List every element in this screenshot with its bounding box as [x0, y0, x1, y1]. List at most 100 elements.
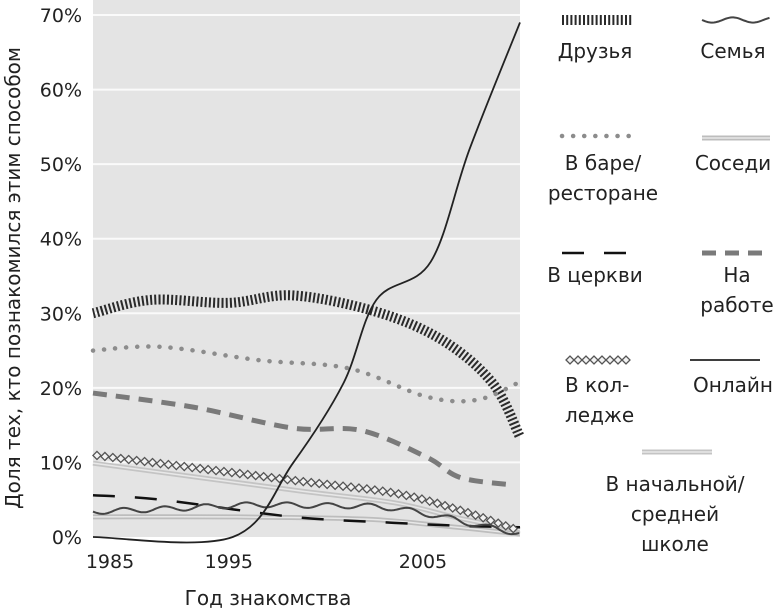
series-0 [91, 290, 525, 440]
legend-label: Друзья [557, 39, 633, 63]
legend-label: работе [700, 293, 774, 317]
diamond-marker [589, 355, 599, 365]
legend-label: В баре/ [564, 151, 642, 175]
legend-item: Онлайн [693, 370, 773, 400]
diamond-marker [171, 460, 182, 471]
diamond-marker [385, 487, 396, 498]
diamond-marker [361, 484, 372, 494]
diamond-marker [493, 518, 504, 529]
diamond-marker [565, 355, 575, 365]
legend-sample [565, 355, 631, 365]
series-line [92, 22, 521, 544]
series-line [92, 450, 519, 534]
x-axis-ticks: 1985 1995 2005 [86, 551, 447, 573]
diamond-marker [440, 500, 450, 511]
series-line-inner [92, 515, 521, 535]
diamond-marker [139, 456, 150, 467]
legend-label: Онлайн [693, 373, 773, 397]
legend-item: В начальной/средней школе [605, 469, 744, 559]
diamond-marker [500, 520, 511, 531]
diamond-marker [478, 512, 489, 523]
diamond-marker [155, 458, 166, 469]
legend-label: ледже [565, 403, 635, 427]
x-axis-label: Год знакомства [185, 586, 352, 610]
diamond-marker [447, 503, 458, 513]
y-tick-label: 20% [40, 378, 82, 400]
legend-item: На работе [700, 260, 773, 320]
y-tick-label: 60% [40, 80, 82, 102]
series-line [91, 290, 525, 440]
legend-item: Соседи [695, 148, 771, 178]
series-6 [92, 450, 519, 534]
legend-label: В кол- [565, 373, 630, 397]
diamond-marker [597, 355, 607, 365]
diamond-marker [290, 475, 301, 486]
diamond-marker [92, 450, 102, 461]
y-tick-label: 30% [40, 303, 82, 325]
series-3 [92, 514, 521, 537]
legend-samples [559, 15, 770, 455]
diamond-marker [258, 471, 269, 482]
legend-item: В церкви [547, 260, 643, 290]
diamond-marker [605, 355, 615, 365]
diamond-marker [147, 457, 158, 468]
y-tick-label: 0% [52, 527, 82, 549]
diamond-marker [377, 486, 388, 497]
series-line-inner [92, 462, 521, 531]
diamond-marker [463, 507, 473, 518]
diamond-marker [226, 467, 237, 478]
legend-item: Друзья [558, 36, 633, 66]
series-line [90, 344, 523, 404]
series-lines [90, 22, 525, 544]
legend-label: В церкви [547, 263, 643, 287]
y-axis-ticks: 0% 10% 20% 30% 40% 50% 60% 70% [40, 5, 82, 549]
diamond-marker [250, 470, 261, 481]
legend-label: ресторане [547, 181, 659, 205]
diamond-marker [470, 510, 481, 521]
legend-item: Семья [700, 36, 765, 66]
legend-line [701, 16, 770, 24]
series-1 [92, 501, 520, 536]
diamond-marker [107, 452, 118, 463]
diamond-marker [508, 523, 519, 534]
y-tick-label: 50% [40, 154, 82, 176]
diamond-marker [455, 505, 466, 516]
legend-label: средней [630, 502, 720, 526]
legend-sample [701, 16, 770, 24]
legend-label: Семья [700, 39, 766, 63]
series-8 [92, 460, 521, 533]
diamond-marker [219, 466, 229, 477]
x-tick-label: 2005 [399, 551, 447, 573]
plot-area [93, 0, 520, 537]
diamond-marker [115, 453, 126, 464]
legend-line [565, 355, 631, 365]
diamond-marker [621, 355, 631, 365]
legend-label: В начальной/ [605, 472, 745, 496]
legend-label: школе [641, 532, 709, 556]
diamond-marker [424, 496, 435, 507]
diamond-marker [573, 355, 583, 365]
diamond-marker [409, 492, 420, 503]
diamond-marker [211, 465, 221, 476]
legend-label: На [723, 263, 751, 287]
diamond-marker [369, 485, 380, 495]
diamond-marker [163, 459, 174, 470]
y-axis-label: Доля тех, кто познакомился этим способом [1, 47, 25, 509]
series-7 [92, 22, 521, 544]
y-tick-label: 70% [40, 5, 82, 27]
y-tick-label: 10% [40, 452, 82, 474]
diamond-marker [432, 498, 443, 509]
legend-label: Соседи [694, 151, 772, 175]
series-line [92, 390, 511, 488]
x-tick-label: 1985 [86, 551, 134, 573]
series-2 [90, 344, 523, 404]
diamond-marker [393, 488, 404, 499]
legend-item: В кол-ледже [565, 370, 634, 430]
diamond-marker [401, 490, 412, 501]
diamond-marker [485, 515, 496, 526]
diamond-marker [282, 474, 293, 485]
diamond-marker [613, 355, 623, 365]
diamond-marker [187, 462, 198, 473]
y-tick-label: 40% [40, 229, 82, 251]
